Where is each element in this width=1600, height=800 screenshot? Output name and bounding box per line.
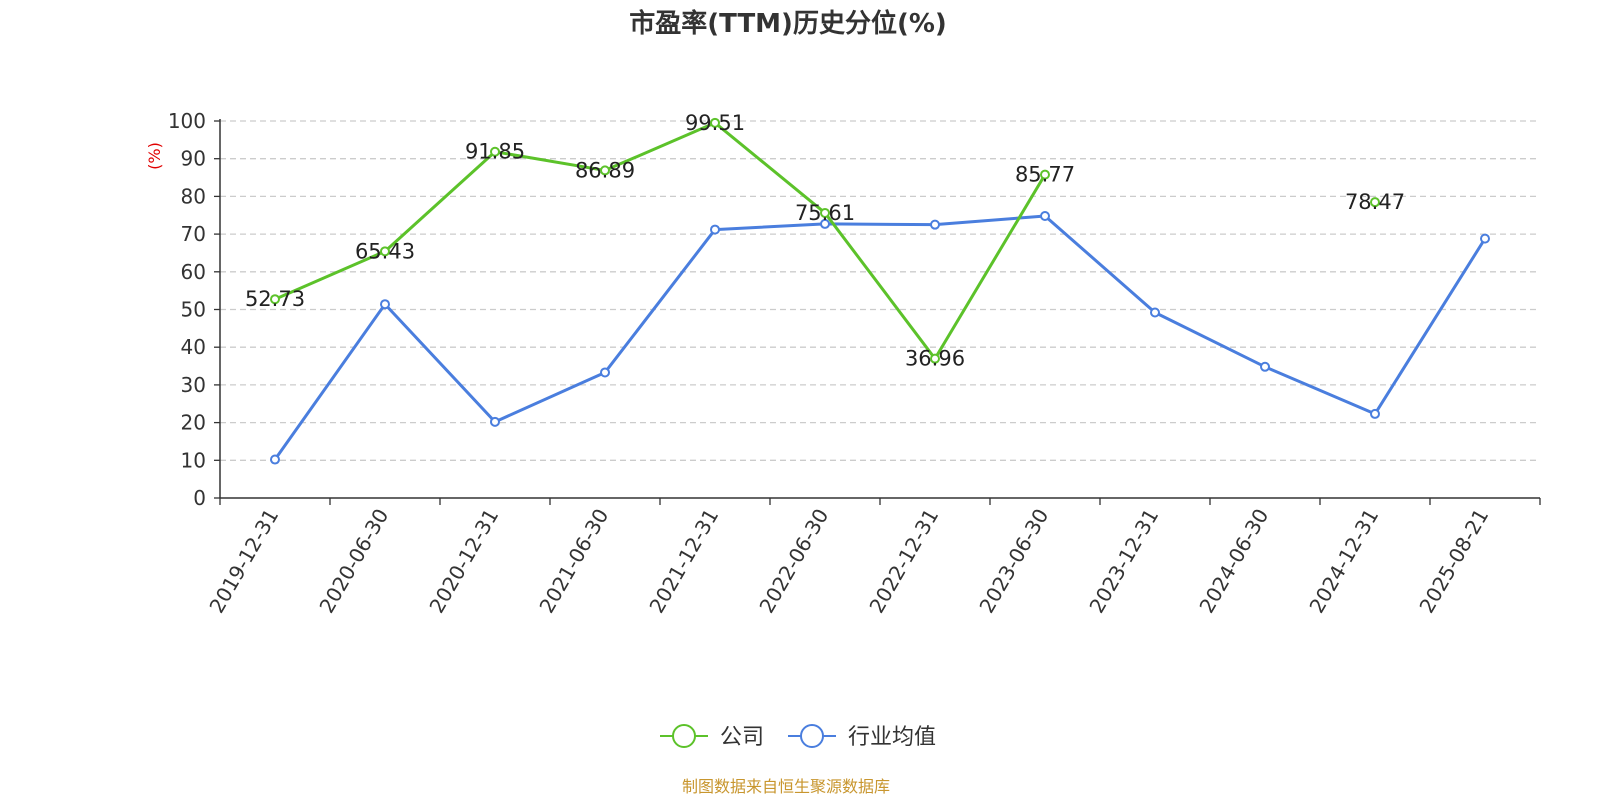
data-point[interactable]: [1040, 169, 1050, 180]
axes: 0 10 20 30 40 50 60 70 80 90 100 2019-12-31 2020-06-…: [168, 109, 1541, 618]
series-industry-average: [270, 211, 1490, 465]
x-tick-label: 2022-12-31: [864, 505, 943, 618]
data-label: 78.47: [1345, 190, 1405, 214]
data-labels: 52.73 65.43 91.85 86.89 99.51 75.61 36.96 85.77…: [245, 111, 1405, 371]
data-label: 52.73: [245, 287, 305, 311]
y-axis-label: (%): [145, 142, 164, 170]
data-point[interactable]: [930, 219, 940, 230]
data-point[interactable]: [270, 454, 280, 465]
data-point[interactable]: [600, 367, 610, 378]
legend-label: 行业均值: [848, 725, 936, 750]
series-layer: [270, 117, 1490, 465]
data-point[interactable]: [1260, 361, 1270, 372]
y-tick-label: 20: [181, 411, 206, 435]
data-point[interactable]: [820, 218, 830, 229]
data-point[interactable]: [1150, 307, 1160, 318]
data-label: 86.89: [575, 158, 635, 182]
source-note: 制图数据来自恒生聚源数据库: [682, 777, 890, 796]
data-label: 85.77: [1015, 163, 1075, 187]
legend-marker-icon: [800, 724, 824, 748]
y-tick-label: 100: [168, 109, 206, 133]
data-point[interactable]: [380, 246, 390, 257]
data-label: 99.51: [685, 111, 745, 135]
data-point[interactable]: [600, 165, 610, 176]
y-tick-label: 30: [181, 373, 206, 397]
series-line: [274, 121, 1047, 361]
y-tick-label: 70: [181, 222, 206, 246]
x-tick-label: 2024-06-30: [1194, 505, 1273, 618]
x-tick-label: 2023-06-30: [974, 505, 1053, 618]
x-tick-label: 2022-06-30: [754, 505, 833, 618]
data-point[interactable]: [1040, 211, 1050, 222]
data-point[interactable]: [490, 146, 500, 157]
x-tick-label: 2019-12-31: [204, 505, 283, 618]
legend-marker-icon: [672, 724, 696, 748]
y-tick-label: 10: [181, 448, 206, 472]
legend[interactable]: 公司 行业均值: [660, 724, 936, 750]
x-tick-label: 2020-12-31: [424, 505, 503, 618]
y-tick-label: 80: [181, 184, 206, 208]
y-tick-label: 50: [181, 298, 206, 322]
series-line: [273, 214, 1487, 461]
series-company: [270, 117, 1380, 364]
data-point[interactable]: [710, 117, 720, 128]
x-tick-label: 2020-06-30: [314, 505, 393, 618]
chart-title: 市盈率(TTM)历史分位(%): [629, 8, 947, 39]
gridlines: [220, 120, 1540, 461]
data-point[interactable]: [490, 416, 500, 427]
data-label: 91.85: [465, 140, 525, 164]
y-tick-label: 90: [181, 147, 206, 171]
x-tick-label: 2023-12-31: [1084, 505, 1163, 618]
data-point[interactable]: [270, 294, 280, 305]
x-tick-label: 2024-12-31: [1304, 505, 1383, 618]
data-label: 75.61: [795, 201, 855, 225]
legend-label: 公司: [720, 725, 764, 750]
y-tick-label: 60: [181, 260, 206, 284]
x-tick-label: 2025-08-21: [1414, 505, 1493, 618]
data-point[interactable]: [710, 224, 720, 235]
x-tick-label: 2021-12-31: [644, 505, 723, 618]
legend-item-industry-average[interactable]: 行业均值: [788, 724, 936, 750]
y-tick-label: 0: [193, 486, 206, 510]
data-point[interactable]: [930, 353, 940, 364]
x-tick-label: 2021-06-30: [534, 505, 613, 618]
legend-item-company[interactable]: 公司: [660, 724, 764, 750]
data-point[interactable]: [1370, 408, 1380, 419]
data-label: 36.96: [905, 347, 965, 371]
data-label: 65.43: [355, 239, 415, 263]
data-point[interactable]: [380, 299, 390, 310]
y-tick-label: 40: [181, 335, 206, 359]
data-point[interactable]: [820, 207, 830, 218]
data-point[interactable]: [1370, 197, 1380, 208]
data-point[interactable]: [1480, 233, 1490, 244]
